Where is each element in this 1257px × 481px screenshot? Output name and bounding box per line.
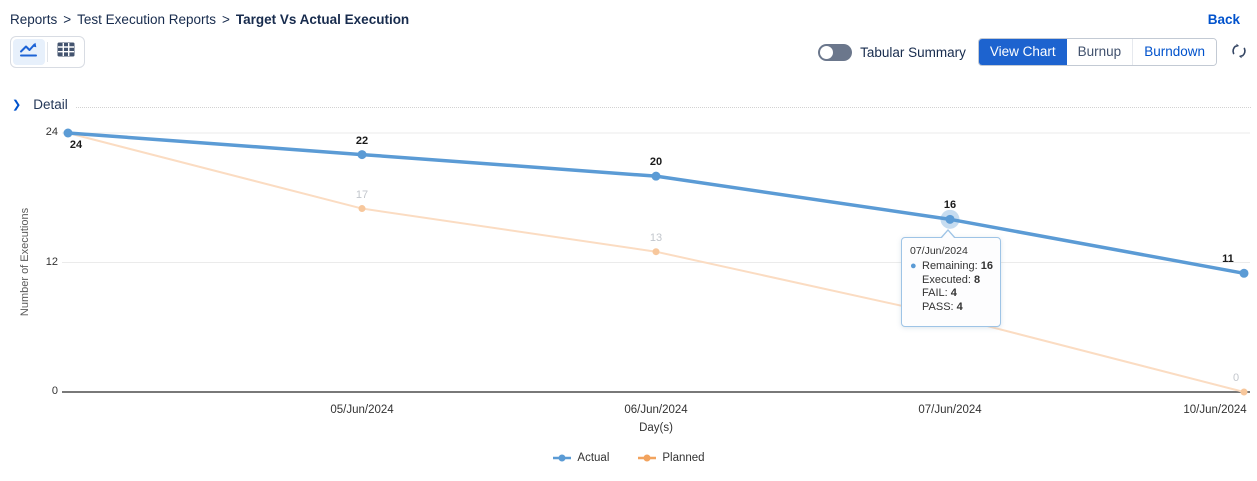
legend-marker (553, 454, 572, 462)
legend-label: Planned (662, 452, 705, 464)
detail-divider (75, 107, 1251, 108)
page-header: Reports > Test Execution Reports > Target Vs… (10, 12, 1240, 27)
breadcrumb-separator: > (63, 12, 72, 27)
chart-type-segmented-control: View Chart Burnup Burndown (977, 38, 1217, 66)
tabular-summary-control: Tabular Summary (818, 43, 966, 61)
data-label-actual: 22 (355, 134, 369, 147)
table-grid-icon (57, 42, 75, 62)
table-view-button[interactable] (50, 39, 82, 65)
y-tick-label: 0 (51, 385, 58, 397)
tooltip-row: FAIL: 4 (922, 287, 957, 299)
x-tick-label: 06/Jun/2024 (624, 404, 688, 416)
legend-item-planned[interactable]: Planned (637, 452, 705, 464)
toggle-knob (820, 45, 834, 59)
refresh-icon (1231, 43, 1247, 62)
breadcrumb-link[interactable]: Reports (10, 12, 58, 27)
chart-view-button[interactable] (13, 39, 45, 65)
view-mode-icon-group (10, 36, 85, 68)
tooltip-date: 07/Jun/2024 (910, 245, 968, 257)
data-label-planned: 17 (355, 188, 369, 201)
chart-tooltip: 07/Jun/2024 ● Remaining: 16 Executed: 8 FAI… (901, 229, 1001, 327)
burnup-button[interactable]: Burnup (1066, 39, 1133, 65)
view-chart-button[interactable]: View Chart (978, 39, 1067, 65)
x-tick-label: 05/Jun/2024 (330, 404, 394, 416)
x-tick-label: 07/Jun/2024 (918, 404, 982, 416)
data-label-actual: 24 (69, 139, 83, 151)
chart-legend: Actual Planned (0, 452, 1257, 464)
data-label-actual: 11 (1222, 253, 1234, 266)
x-tick-label: 10/Jun/2024 (1183, 404, 1247, 416)
burndown-chart: Number of Executions 0 12 24 17 13 0 24 22 20 16 1… (0, 120, 1257, 481)
breadcrumb: Reports > Test Execution Reports > Target Vs… (10, 12, 409, 27)
bullet-icon: ● (910, 260, 917, 272)
line-chart-icon (19, 41, 39, 63)
back-link[interactable]: Back (1207, 12, 1240, 27)
tabular-summary-toggle[interactable] (818, 43, 853, 61)
y-tick-label: 24 (45, 126, 58, 138)
tooltip-row: PASS: 4 (922, 300, 963, 313)
data-label-actual: 20 (649, 156, 663, 169)
refresh-button[interactable] (1229, 41, 1249, 64)
toolbar-right: Tabular Summary View Chart Burnup Burndo… (818, 38, 1249, 66)
tooltip-row: ● Remaining: 16 (910, 260, 993, 272)
data-label-planned: 0 (1232, 372, 1240, 384)
chart-canvas (62, 128, 1250, 396)
detail-section-header[interactable]: ❯ Detail (12, 97, 1251, 112)
legend-item-actual[interactable]: Actual (552, 452, 609, 464)
burndown-button[interactable]: Burndown (1132, 39, 1216, 65)
detail-section-label: Detail (33, 97, 68, 112)
breadcrumb-separator: > (222, 12, 230, 27)
y-tick-label: 12 (45, 255, 58, 268)
tooltip-row: Executed: 8 (922, 273, 981, 286)
x-axis-title: Day(s) (639, 422, 673, 434)
data-label-actual: 16 (943, 199, 957, 212)
legend-marker (638, 454, 657, 462)
toolbar: Tabular Summary View Chart Burnup Burndo… (10, 36, 1249, 68)
data-label-planned: 13 (649, 231, 663, 244)
icon-divider (47, 42, 48, 62)
breadcrumb-link[interactable]: Test Execution Reports (77, 12, 216, 27)
tabular-summary-label: Tabular Summary (860, 44, 966, 60)
chevron-right-icon: ❯ (12, 99, 22, 111)
legend-label: Actual (577, 452, 610, 464)
breadcrumb-current: Target Vs Actual Execution (235, 12, 410, 27)
